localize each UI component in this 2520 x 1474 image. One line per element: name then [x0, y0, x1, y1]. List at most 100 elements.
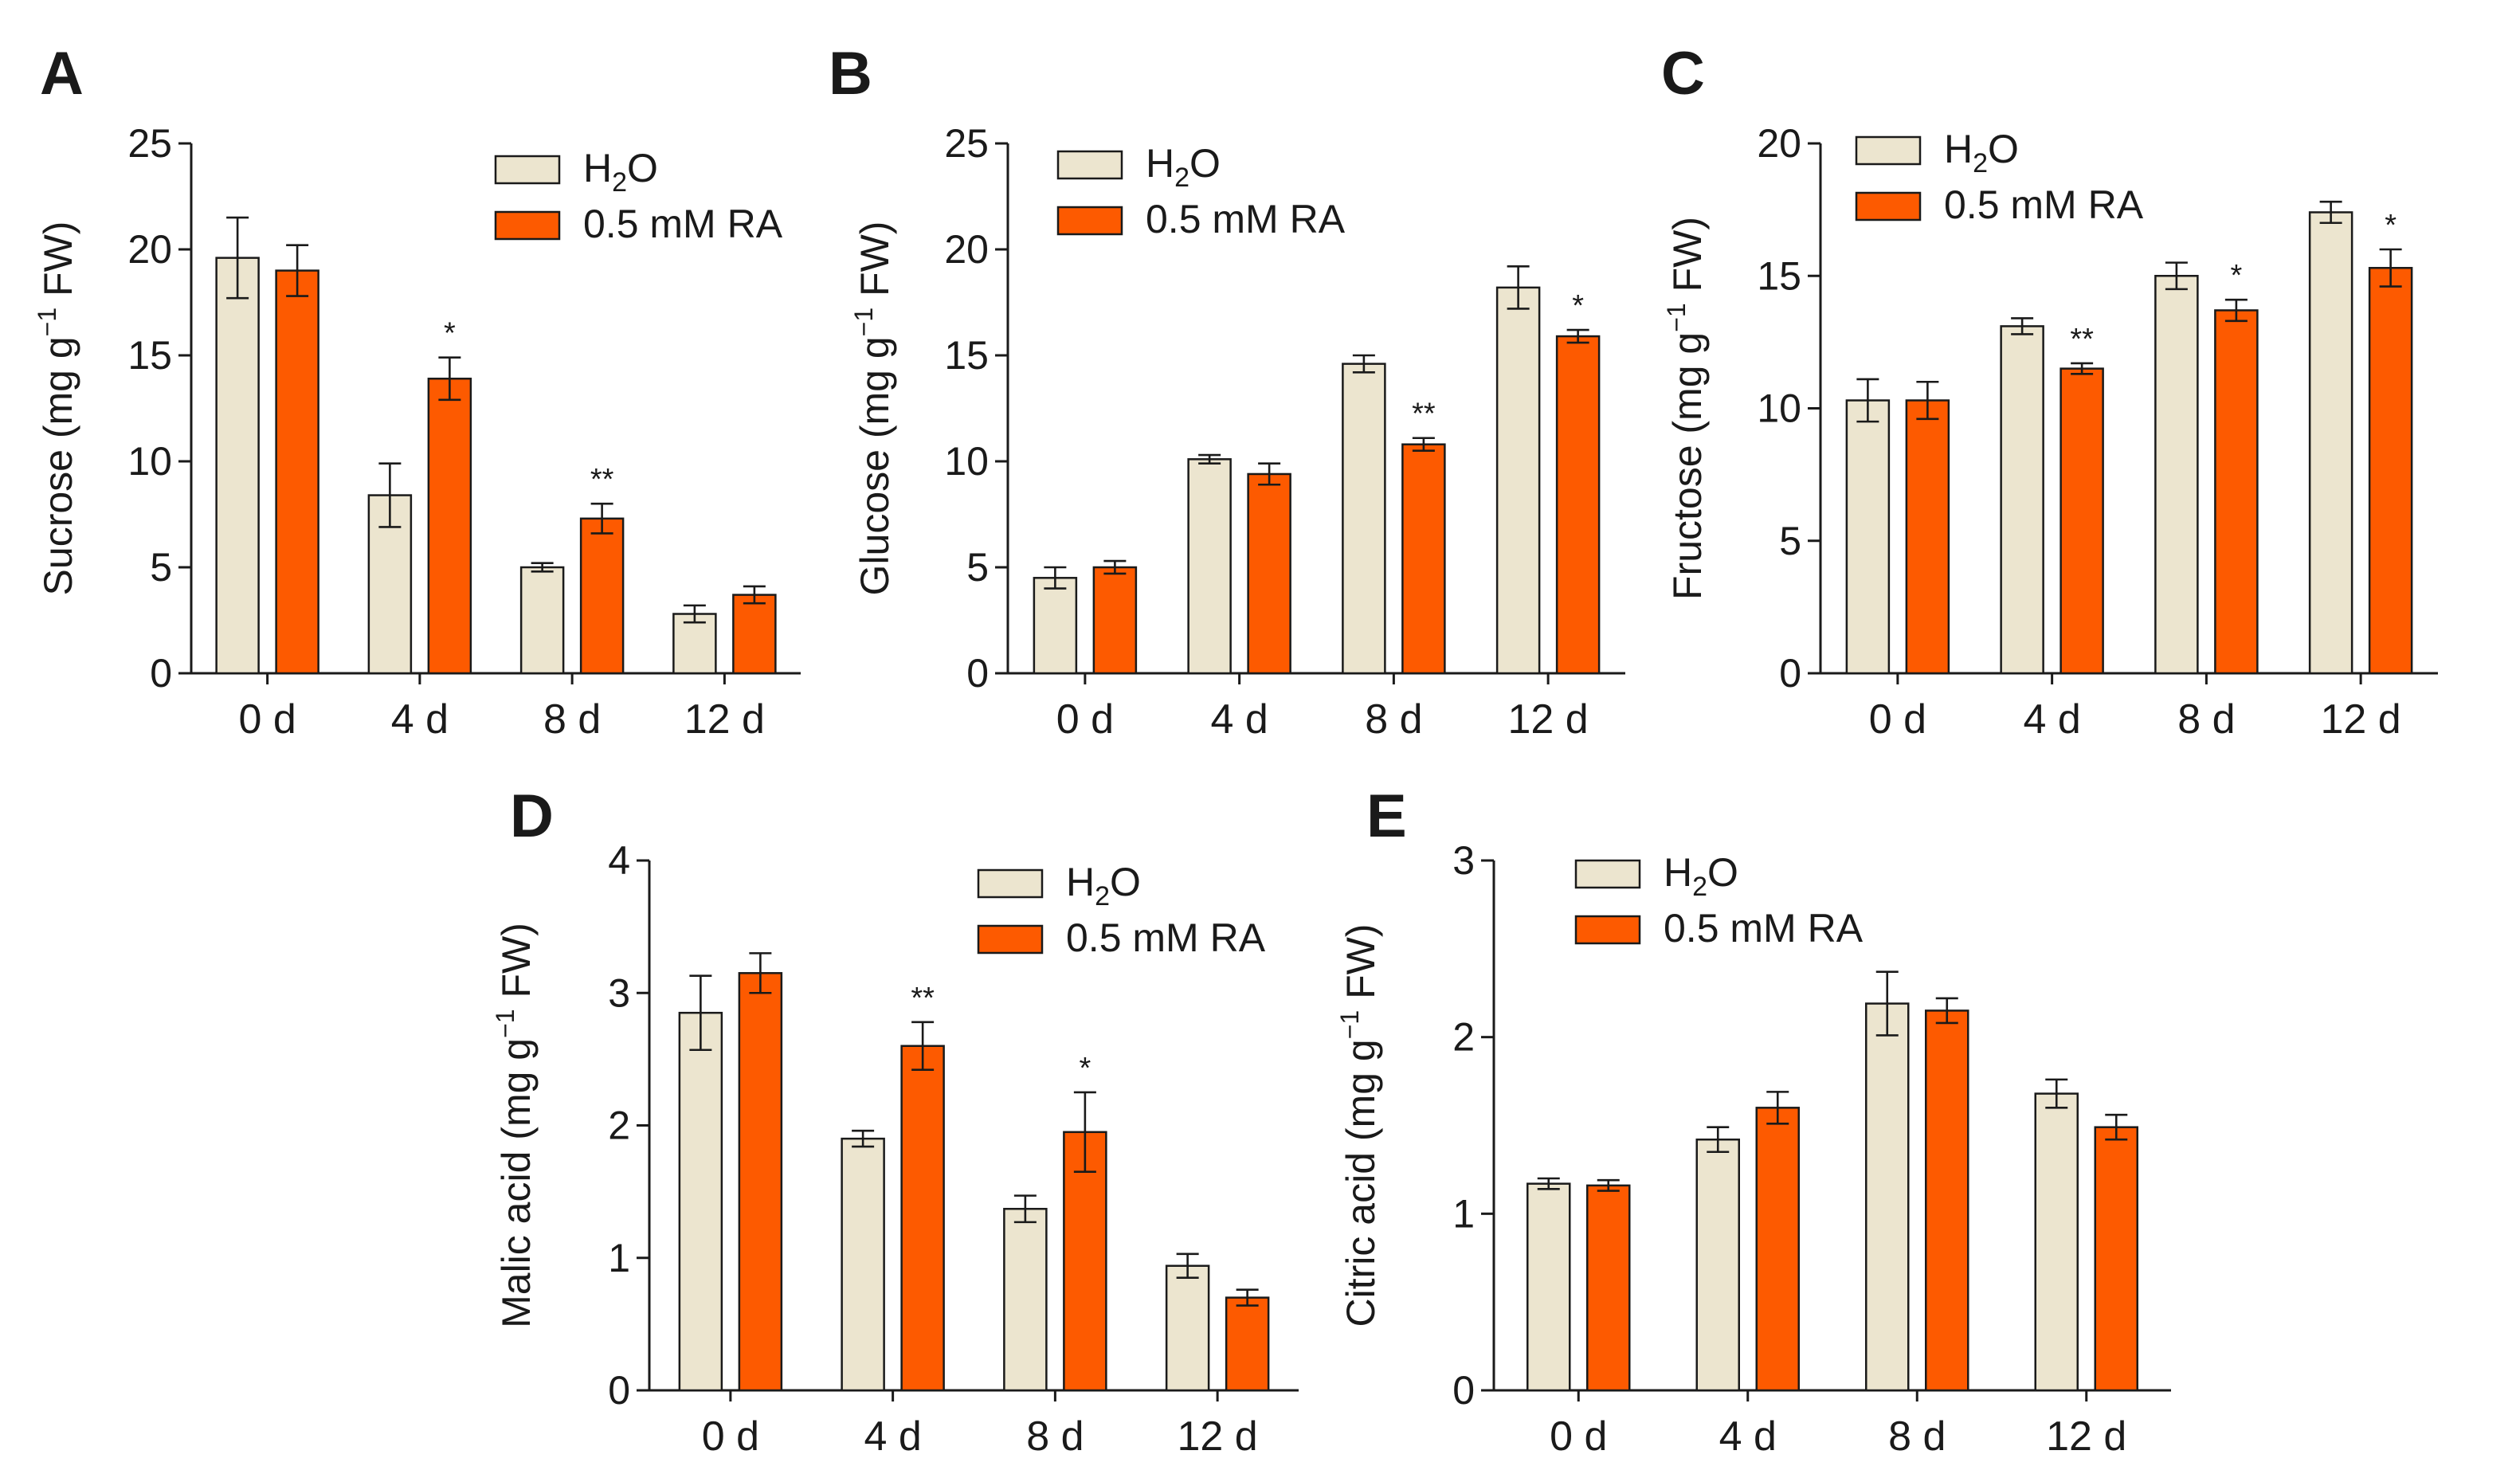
bar-ra: [427, 378, 472, 675]
y-tick-label: 15: [127, 333, 172, 378]
error-bar: [1916, 380, 1939, 421]
error-bar: [1566, 328, 1589, 344]
legend-label-ra: 0.5 mM RA: [1944, 182, 2144, 227]
y-tick-label: 20: [1757, 121, 1801, 166]
x-tick-label: 8 d: [2177, 696, 2235, 743]
panel-letter: D: [510, 782, 554, 850]
y-tick-label: 20: [944, 227, 989, 272]
error-bar: [1073, 1091, 1096, 1173]
y-axis-label: Malic acid (mg g−1 FW): [491, 923, 539, 1328]
error-bar: [2165, 261, 2188, 291]
significance-marker: *: [444, 317, 456, 351]
x-tick-label: 0 d: [1550, 1413, 1607, 1460]
bar-ra: [1925, 1009, 1969, 1392]
error-bar: [378, 462, 402, 528]
bar-ra: [1586, 1184, 1631, 1392]
error-bar: [1507, 265, 1530, 310]
y-tick-label: 15: [1757, 253, 1801, 298]
y-axis-label: Fructose (mg g−1 FW): [1662, 217, 1710, 600]
panel-letter: A: [40, 40, 84, 108]
error-bar: [1766, 1091, 1789, 1125]
y-tick-label: 0: [1779, 651, 1801, 696]
x-tick-label: 4 d: [1719, 1413, 1777, 1460]
significance-marker: **: [590, 463, 614, 496]
legend-label-ra: 0.5 mM RA: [1066, 915, 1266, 960]
x-tick-label: 12 d: [1178, 1413, 1258, 1460]
x-tick-label: 0 d: [1056, 696, 1114, 743]
significance-marker: **: [1412, 398, 1436, 431]
x-tick-label: 8 d: [1026, 1413, 1084, 1460]
x-tick-label: 8 d: [543, 696, 601, 743]
bar-ra: [2060, 367, 2104, 675]
error-bar: [2105, 1113, 2128, 1141]
legend-label-h2o: H2O: [1146, 141, 1221, 193]
y-tick-label: 15: [944, 333, 989, 378]
error-bar: [911, 1021, 935, 1071]
bar-h2o: [519, 566, 565, 675]
x-tick-label: 12 d: [1508, 696, 1589, 743]
panel-letter: C: [1661, 40, 1705, 108]
error-bar: [2319, 200, 2342, 225]
error-bar: [1236, 1288, 1259, 1307]
panel-letter: B: [829, 40, 872, 108]
x-tick-label: 0 d: [1869, 696, 1926, 743]
legend-swatch-ra: [1056, 206, 1123, 236]
legend-swatch-h2o: [494, 155, 561, 185]
bar-h2o: [215, 257, 260, 675]
bar-ra: [1063, 1131, 1107, 1392]
bar-ra: [579, 517, 625, 675]
bar-h2o: [1033, 577, 1078, 675]
y-tick-label: 10: [944, 439, 989, 484]
bar-ra: [1555, 335, 1601, 675]
y-tick-label: 2: [608, 1104, 630, 1148]
bar-h2o: [678, 1011, 723, 1392]
error-bar: [1044, 566, 1067, 590]
x-tick-label: 4 d: [1210, 696, 1268, 743]
bar-ra: [1225, 1296, 1270, 1392]
legend-swatch-ra: [1855, 191, 1922, 221]
y-tick-label: 3: [1452, 838, 1475, 883]
y-tick-label: 4: [608, 838, 630, 883]
bar-h2o: [2000, 325, 2044, 675]
error-bar: [2071, 362, 2094, 375]
legend-swatch-ra: [494, 210, 561, 241]
bar-ra: [1092, 566, 1138, 675]
bar-h2o: [672, 613, 717, 675]
bar-h2o: [1527, 1182, 1571, 1392]
error-bar: [683, 604, 706, 624]
y-tick-label: 25: [127, 121, 172, 166]
bar-h2o: [1845, 399, 1891, 675]
bar-h2o: [1495, 286, 1541, 675]
error-bar: [852, 1129, 875, 1148]
x-tick-label: 12 d: [2046, 1413, 2126, 1460]
bar-h2o: [1003, 1207, 1048, 1392]
bar-ra: [738, 972, 783, 1392]
error-bar: [1258, 462, 1281, 486]
bar-ra: [732, 594, 777, 675]
significance-marker: **: [2070, 323, 2094, 356]
significance-marker: **: [911, 982, 935, 1015]
y-tick-label: 0: [1452, 1368, 1475, 1413]
x-tick-label: 0 d: [238, 696, 296, 743]
y-axis-label: Glucose (mg g−1 FW): [849, 221, 897, 596]
error-bar: [226, 216, 249, 300]
x-tick-label: 0 d: [702, 1413, 759, 1460]
error-bar: [1176, 1253, 1199, 1279]
y-tick-label: 3: [608, 970, 630, 1015]
legend-swatch-ra: [977, 924, 1044, 955]
bar-ra: [1247, 472, 1291, 675]
error-bar: [2011, 317, 2034, 335]
error-bar: [1707, 1126, 1730, 1154]
y-tick-label: 20: [127, 227, 172, 272]
y-tick-label: 10: [127, 439, 172, 484]
error-bar: [749, 952, 772, 994]
x-tick-label: 4 d: [864, 1413, 921, 1460]
error-bar: [1198, 453, 1221, 465]
error-bar: [1597, 1178, 1620, 1192]
y-tick-label: 0: [966, 651, 989, 696]
legend-label-h2o: H2O: [1944, 127, 2019, 178]
